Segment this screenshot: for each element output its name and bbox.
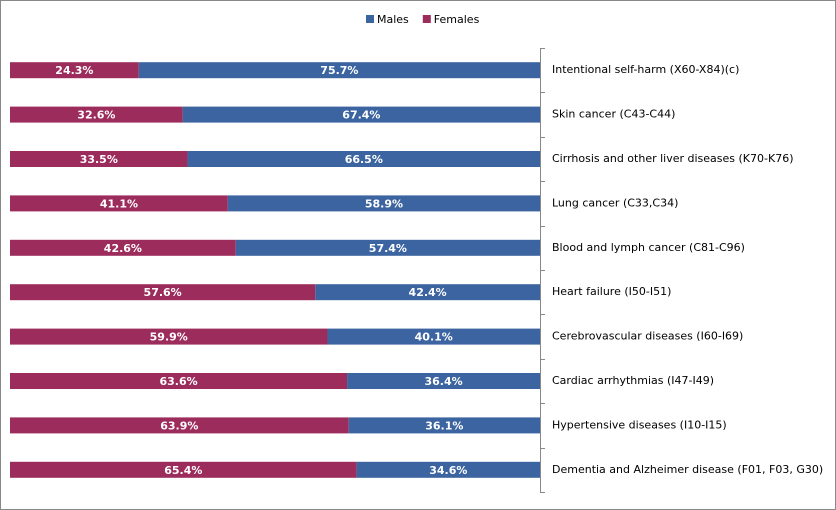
category-label: Dementia and Alzheimer disease (F01, F03… (552, 463, 823, 476)
bar-segment (327, 328, 540, 345)
bar-segment (10, 239, 236, 256)
value-label: 67.4% (342, 109, 380, 122)
bar-segment (10, 106, 183, 123)
category-label: Lung cancer (C33,C34) (552, 196, 678, 209)
category-label: Skin cancer (C43-C44) (552, 108, 675, 121)
value-label: 63.6% (159, 375, 197, 388)
category-label: Cerebrovascular diseases (I60-I69) (552, 330, 743, 343)
value-label: 57.6% (144, 286, 182, 299)
category-label: Intentional self-harm (X60-X84)(c) (552, 63, 739, 76)
category-label: Cirrhosis and other liver diseases (K70-… (552, 152, 794, 165)
category-label: Heart failure (I50-I51) (552, 285, 671, 298)
value-label: 36.1% (425, 419, 463, 432)
category-label: Blood and lymph cancer (C81-C96) (552, 241, 745, 254)
value-label: 66.5% (345, 153, 383, 166)
legend-label: Males (377, 13, 409, 26)
legend-swatch (366, 15, 374, 23)
category-label: Hypertensive diseases (I10-I15) (552, 418, 727, 431)
value-label: 57.4% (369, 242, 407, 255)
bar-segment (356, 461, 540, 478)
bar-segment (227, 195, 540, 212)
bar-segment (10, 328, 328, 345)
bar-segment (182, 106, 540, 123)
value-label: 32.6% (77, 109, 115, 122)
bar-segment (315, 284, 540, 301)
value-label: 40.1% (415, 331, 453, 344)
value-label: 42.6% (104, 242, 142, 255)
bar-segment (10, 151, 188, 167)
value-label: 75.7% (320, 64, 358, 77)
bar-segment (348, 417, 540, 434)
value-label: 65.4% (164, 464, 202, 477)
bar-segment (10, 417, 349, 434)
bar-segment (10, 62, 139, 79)
value-label: 34.6% (429, 464, 467, 477)
legend-swatch (422, 15, 431, 23)
bar-segment (235, 239, 540, 256)
bar-segment (10, 284, 316, 301)
value-label: 41.1% (100, 197, 138, 210)
bar-segment (10, 461, 357, 478)
legend-label: Females (434, 13, 480, 26)
category-label: Cardiac arrhythmias (I47-I49) (552, 374, 714, 387)
value-label: 42.4% (409, 286, 447, 299)
bar-segment (10, 195, 228, 212)
value-label: 63.9% (160, 419, 198, 432)
bar-segment (138, 62, 541, 79)
value-label: 33.5% (80, 153, 118, 166)
bar-segment (187, 151, 541, 167)
bar-segment (10, 373, 348, 389)
value-label: 36.4% (424, 375, 462, 388)
bar-segment (347, 373, 540, 389)
value-label: 59.9% (150, 331, 188, 344)
value-label: 58.9% (365, 197, 403, 210)
value-label: 24.3% (55, 64, 93, 77)
